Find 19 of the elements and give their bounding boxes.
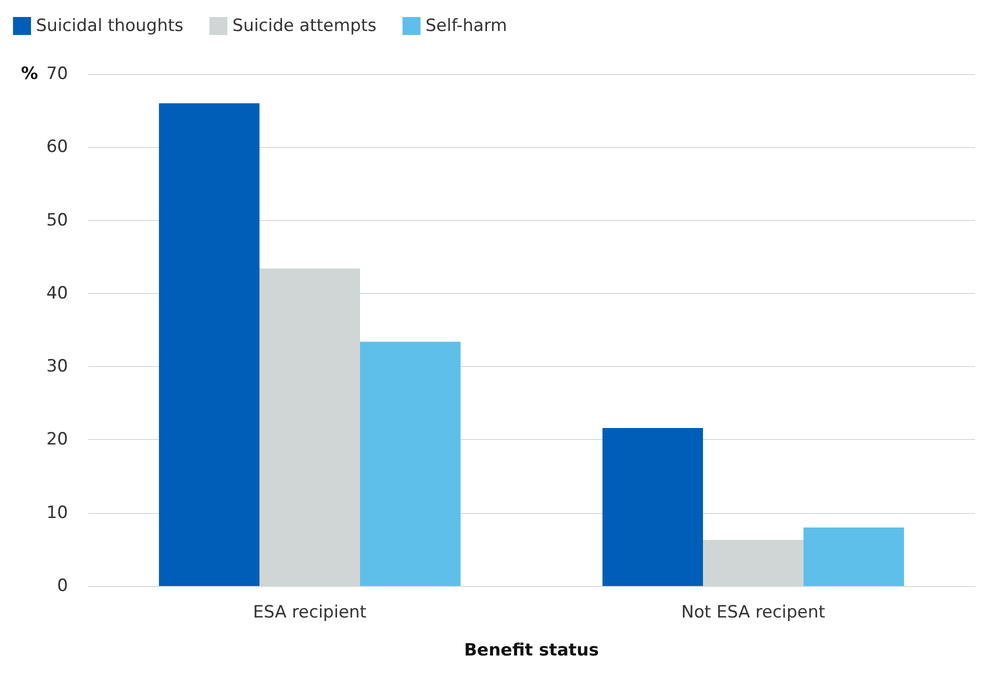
y-tick-label: 20 [46,430,68,450]
bar [158,103,260,586]
y-tick-label: 60 [46,137,68,158]
bar [360,342,461,586]
x-tick-label: ESA recipient [253,602,367,622]
y-tick-label: 30 [46,356,68,377]
y-tick-label: 0 [57,576,68,596]
y-tick-label: 40 [46,283,68,304]
y-axis-title: % [20,64,38,84]
y-tick-label: 70 [46,64,68,84]
y-tick-label: 50 [46,210,68,230]
bar [804,527,904,586]
legend-label: Suicide attempts [232,16,377,36]
bar [602,428,703,586]
legend-label: Suicidal thoughts [36,16,184,36]
x-axis-title: Benefit status [464,640,599,660]
y-tick-label: 10 [46,502,68,523]
legend-label: Self-harm [425,16,508,36]
x-tick-label: Not ESA recipent [681,602,826,622]
